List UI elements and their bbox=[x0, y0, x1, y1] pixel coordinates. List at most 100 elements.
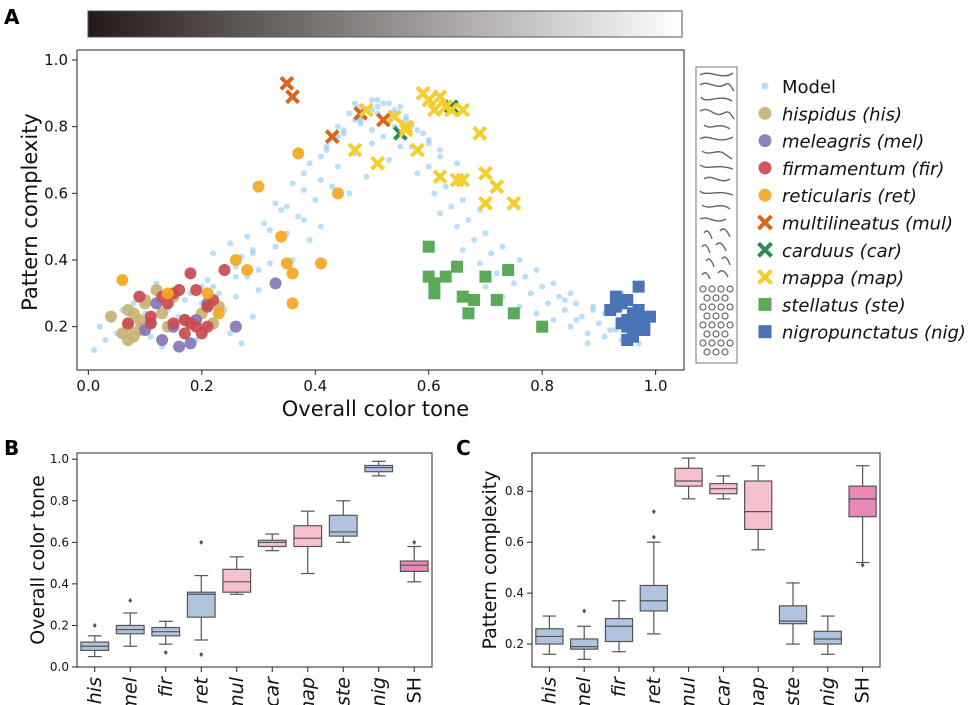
point-nigropunctatus bbox=[632, 280, 645, 293]
category-label: mul bbox=[678, 676, 700, 705]
model-point bbox=[374, 97, 381, 103]
legend-marker bbox=[758, 325, 772, 339]
y-tick-label: 0.4 bbox=[44, 251, 68, 269]
model-point bbox=[204, 277, 211, 283]
legend-label: Model bbox=[782, 77, 836, 98]
point-firmamentum bbox=[178, 327, 191, 340]
model-point bbox=[437, 147, 444, 153]
model-point bbox=[550, 317, 557, 323]
model-point bbox=[601, 333, 608, 340]
box-his bbox=[535, 615, 564, 655]
point-firmamentum bbox=[218, 264, 231, 276]
model-point bbox=[584, 330, 591, 337]
box-body bbox=[778, 605, 808, 625]
model-point bbox=[357, 117, 364, 123]
point-reticularis bbox=[229, 254, 242, 266]
pattern-stripe bbox=[700, 96, 733, 102]
model-point bbox=[238, 340, 245, 347]
outlier-point bbox=[128, 598, 133, 604]
point-mappa bbox=[478, 165, 493, 181]
point-stellatus bbox=[502, 264, 515, 276]
category-label: map bbox=[297, 677, 319, 705]
point-hispidus bbox=[156, 307, 169, 320]
y-tick-label: 0.2 bbox=[50, 618, 69, 632]
y-tick-label: 0.6 bbox=[50, 535, 69, 549]
model-point bbox=[414, 127, 421, 133]
point-stellatus bbox=[468, 294, 481, 306]
category-label: ISH bbox=[852, 677, 874, 705]
plot-frame bbox=[76, 49, 685, 371]
y-tick-label: 0.4 bbox=[50, 577, 69, 591]
outlier-point bbox=[163, 649, 168, 655]
point-stellatus bbox=[451, 260, 464, 273]
x-tick-label: 0.4 bbox=[303, 377, 327, 395]
y-tick-label: 0.2 bbox=[44, 318, 68, 336]
category-label: ret bbox=[643, 675, 665, 704]
legend-marker bbox=[757, 269, 773, 286]
model-point bbox=[334, 163, 341, 170]
category-label: fir bbox=[155, 676, 177, 697]
model-point bbox=[516, 257, 523, 263]
point-mappa bbox=[358, 102, 374, 118]
model-point bbox=[368, 127, 375, 133]
point-stellatus bbox=[462, 307, 475, 320]
point-mappa bbox=[432, 89, 448, 105]
model-point bbox=[272, 200, 279, 207]
model-point bbox=[465, 217, 472, 223]
point-multilineatus bbox=[285, 89, 300, 105]
point-stellatus bbox=[490, 294, 503, 306]
category-label: his bbox=[84, 677, 106, 704]
legend-label: hispidus (his) bbox=[782, 104, 902, 125]
point-mappa bbox=[443, 102, 459, 118]
y-axis-label: Overall color tone bbox=[27, 475, 49, 645]
point-stellatus bbox=[507, 307, 520, 320]
legend-label: mappa (map) bbox=[782, 268, 904, 289]
box-mel bbox=[570, 608, 599, 660]
model-point bbox=[488, 250, 495, 257]
pattern-spot bbox=[721, 330, 729, 338]
model-point bbox=[544, 300, 551, 307]
legend-label: stellatus (ste) bbox=[782, 295, 906, 316]
point-firmamentum bbox=[184, 267, 197, 280]
panel-label-c: C bbox=[456, 436, 471, 460]
point-multilineatus bbox=[324, 129, 340, 145]
point-nigropunctatus bbox=[632, 310, 645, 323]
category-label: nig bbox=[817, 677, 839, 705]
x-tick-label: 0.8 bbox=[530, 377, 554, 395]
point-mappa bbox=[370, 155, 386, 171]
model-point bbox=[312, 197, 319, 203]
pattern-spot bbox=[717, 285, 725, 293]
model-point bbox=[420, 130, 427, 137]
model-point bbox=[380, 100, 387, 107]
category-label: ste bbox=[332, 677, 354, 705]
model-point bbox=[533, 310, 540, 317]
pattern-spot bbox=[726, 285, 734, 293]
box-car bbox=[257, 533, 287, 552]
point-reticularis bbox=[314, 257, 327, 270]
model-point bbox=[397, 103, 404, 110]
model-point bbox=[266, 260, 273, 267]
box-body bbox=[848, 485, 877, 518]
plot-frame bbox=[531, 452, 881, 668]
model-point bbox=[567, 323, 574, 330]
pattern-spot bbox=[721, 348, 729, 356]
model-point bbox=[261, 220, 268, 227]
model-point bbox=[567, 290, 574, 297]
outlier-point bbox=[92, 622, 97, 628]
box-nig bbox=[364, 460, 394, 477]
pattern-spot bbox=[703, 294, 711, 302]
pattern-spot bbox=[703, 348, 711, 356]
model-point bbox=[147, 333, 154, 340]
model-point bbox=[607, 327, 614, 333]
box-map bbox=[744, 465, 773, 551]
outlier-point bbox=[651, 509, 656, 515]
point-nigropunctatus bbox=[643, 310, 656, 323]
point-meleagris bbox=[156, 334, 169, 346]
point-mappa bbox=[506, 195, 522, 211]
model-point bbox=[454, 223, 461, 230]
point-mappa bbox=[387, 109, 403, 125]
point-mappa bbox=[472, 125, 488, 141]
legend-marker bbox=[761, 82, 769, 90]
box-ste bbox=[328, 500, 358, 543]
pattern-spot bbox=[712, 294, 720, 302]
